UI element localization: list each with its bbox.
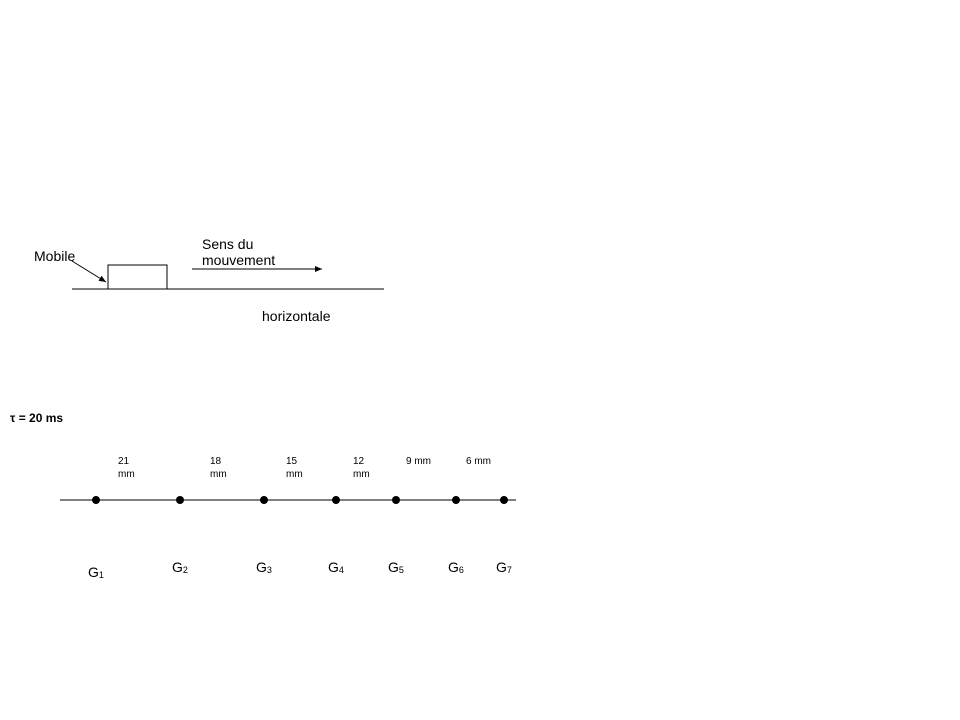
point-index: 5 [398,565,404,575]
point-index: 2 [182,565,188,575]
distance-label: 9 mm [406,456,431,467]
direction-label: Sens du mouvement [202,236,276,269]
point-dot [332,496,340,504]
point-dot [452,496,460,504]
point-label: G1 [88,564,104,580]
point-index: 6 [458,565,464,575]
point-index: 4 [338,565,344,575]
ground-label: horizontale [262,308,331,324]
distance-label: 12 mm [353,456,370,480]
interval-label: τ = 20 ms [10,411,64,425]
point-dot [176,496,184,504]
point-label: G7 [496,559,512,575]
distance-label: 18 mm [210,456,227,480]
point-letter: G [172,559,183,575]
point-label: G5 [388,559,404,575]
distance-label: 21 mm [118,456,135,480]
point-dot [260,496,268,504]
distance-label: 15 mm [286,456,303,480]
point-label: G3 [256,559,272,575]
point-label: G4 [328,559,344,575]
mobile-label: Mobile [34,248,76,264]
point-index: 1 [98,570,104,580]
point-index: 7 [506,565,512,575]
point-label: G2 [172,559,188,575]
point-label: G6 [448,559,464,575]
point-letter: G [88,564,99,580]
distance-label: 6 mm [466,456,491,467]
point-letter: G [256,559,267,575]
point-index: 3 [266,565,272,575]
point-letter: G [388,559,399,575]
point-dot [392,496,400,504]
point-letter: G [448,559,459,575]
point-dot [92,496,100,504]
point-letter: G [496,559,507,575]
point-dot [500,496,508,504]
mobile-box [107,264,168,290]
mobile-pointer [71,260,107,283]
point-letter: G [328,559,339,575]
